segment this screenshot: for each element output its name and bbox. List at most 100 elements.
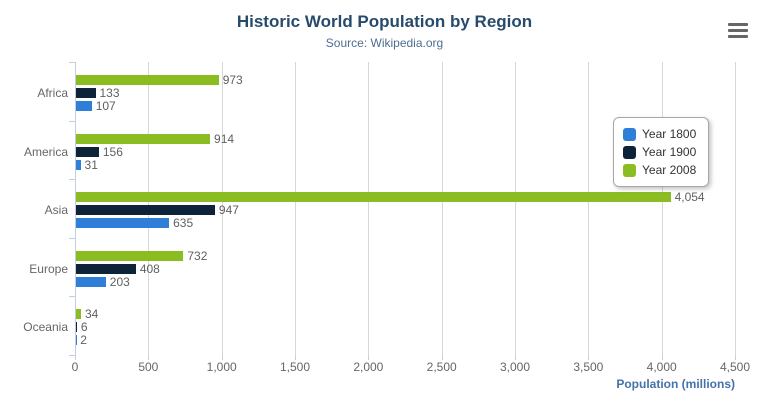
bar-line: 133	[76, 86, 736, 100]
bar-value-label: 156	[102, 144, 123, 159]
gridline	[661, 62, 663, 355]
gridline	[441, 62, 443, 355]
x-axis-tick-label: 0	[71, 360, 79, 374]
x-axis-tick-label: 2,500	[426, 360, 457, 374]
bar-value-label: 408	[139, 261, 160, 276]
hamburger-bar	[728, 29, 748, 32]
x-axis-tick	[515, 355, 516, 360]
bar-line: 947	[76, 203, 736, 218]
gridline	[735, 62, 736, 355]
bar-line: 635	[76, 216, 736, 231]
y-axis-tick	[69, 121, 75, 122]
legend-swatch	[623, 163, 636, 177]
x-axis-tick-label: 4,500	[719, 360, 751, 374]
x-axis-tick-label: 2,000	[353, 360, 384, 374]
bar-value-label: 973	[222, 73, 243, 87]
legend-item[interactable]: Year 1800	[623, 125, 696, 143]
category-row: 34 6 2	[76, 296, 736, 355]
legend-label: Year 2008	[642, 163, 697, 177]
x-axis-tick-label: 3,000	[499, 360, 531, 374]
y-axis-tick	[69, 62, 75, 63]
bar-year-2008[interactable]	[76, 75, 219, 85]
bar-year-2008[interactable]	[76, 192, 671, 203]
bar-value-label: 107	[95, 99, 116, 113]
gridline	[588, 62, 590, 355]
legend-swatch	[623, 145, 636, 159]
legend-item[interactable]: Year 2008	[623, 161, 696, 179]
bar-value-label: 4,054	[674, 190, 705, 205]
bar-line: 203	[76, 276, 736, 288]
y-axis-category-label: Oceania	[23, 320, 68, 335]
hamburger-bar	[728, 23, 748, 26]
category-row: 973 133 107	[76, 62, 736, 121]
y-axis-category-label: Africa	[37, 86, 68, 100]
bar-value-label: 732	[187, 248, 208, 263]
hamburger-bar	[728, 35, 748, 38]
y-axis-tick	[69, 296, 75, 297]
x-axis-tick	[368, 355, 370, 360]
bar-year-1900[interactable]	[76, 146, 99, 157]
y-axis-category-label: Asia	[44, 203, 68, 218]
bar-line: 408	[76, 261, 736, 276]
bar-year-1800[interactable]	[76, 218, 170, 229]
bar-year-1900[interactable]	[76, 205, 215, 216]
bar-line: 914	[76, 131, 736, 146]
x-axis-tick	[148, 355, 150, 360]
bar-year-1900[interactable]	[76, 263, 136, 274]
x-axis-title: Population (millions)	[616, 377, 735, 391]
bar-year-2008[interactable]	[76, 133, 211, 144]
bar-year-1800[interactable]	[76, 276, 106, 287]
bar-line: 2	[76, 333, 736, 348]
x-axis-tick	[75, 355, 76, 360]
bar-line: 31	[76, 159, 736, 171]
x-axis-tick	[441, 355, 443, 360]
x-axis-tick	[295, 355, 296, 360]
y-axis-category-label: America	[23, 144, 68, 159]
bar-line: 732	[76, 248, 736, 263]
bar-value-label: 2	[80, 333, 87, 348]
x-axis-tick	[221, 355, 223, 360]
y-axis-tick	[69, 238, 75, 239]
bar-year-2008[interactable]	[76, 309, 81, 320]
bar-year-1800[interactable]	[76, 159, 81, 170]
bar-line: 156	[76, 144, 736, 159]
x-axis-tick	[661, 355, 663, 360]
legend-label: Year 1800	[642, 127, 697, 141]
category-row: 4,054 947 635	[76, 179, 736, 238]
gridline	[515, 62, 516, 355]
legend: Year 1800 Year 1900 Year 2008	[613, 117, 710, 187]
bar-value-label: 947	[218, 203, 239, 218]
bar-year-2008[interactable]	[76, 250, 184, 261]
bar-value-label: 6	[80, 320, 88, 335]
gridline	[221, 62, 223, 355]
bar-line: 4,054	[76, 190, 736, 205]
bar-value-label: 635	[173, 216, 194, 231]
x-axis-tick-label: 3,500	[573, 360, 604, 374]
bar-value-label: 133	[99, 86, 120, 100]
bar-year-1900[interactable]	[76, 88, 96, 98]
x-axis-tick-label: 1,500	[279, 360, 311, 374]
y-axis-tick	[69, 179, 75, 180]
chart-subtitle: Source: Wikipedia.org	[325, 36, 444, 50]
bar-line: 34	[76, 307, 736, 322]
x-axis-tick-label: 500	[138, 360, 159, 374]
hamburger-menu-icon[interactable]	[728, 23, 748, 38]
y-axis-tick	[69, 355, 75, 356]
bar-year-1900[interactable]	[76, 322, 77, 333]
gridline	[368, 62, 370, 355]
x-axis-tick-label: 1,000	[206, 360, 237, 374]
x-axis-tick-label: 4,000	[646, 360, 677, 374]
bar-value-label: 34	[84, 307, 99, 322]
bar-line: 107	[76, 99, 736, 113]
bar-value-label: 914	[214, 131, 235, 146]
legend-swatch	[623, 127, 636, 141]
gridline	[295, 62, 296, 355]
x-axis-tick	[735, 355, 736, 360]
legend-item[interactable]: Year 1900	[623, 143, 696, 161]
y-axis-category-label: Europe	[29, 261, 68, 276]
category-row: 914 156 31	[76, 121, 736, 180]
bar-year-1800[interactable]	[76, 101, 92, 111]
legend-label: Year 1900	[642, 145, 697, 159]
bar-line: 973	[76, 73, 736, 87]
